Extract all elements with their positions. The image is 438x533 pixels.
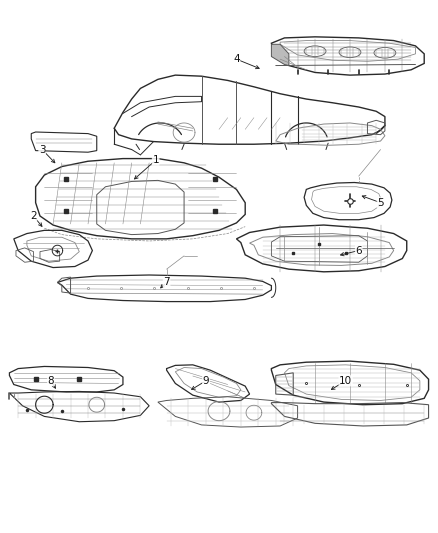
Text: 3: 3: [39, 144, 46, 155]
Text: 6: 6: [355, 246, 362, 255]
Text: 8: 8: [48, 376, 54, 386]
Polygon shape: [272, 44, 289, 66]
Text: 4: 4: [233, 54, 240, 64]
Text: 2: 2: [30, 211, 37, 221]
Text: 5: 5: [377, 198, 384, 208]
Text: 9: 9: [203, 376, 209, 386]
Text: 7: 7: [163, 278, 170, 287]
Text: 1: 1: [152, 155, 159, 165]
Text: 10: 10: [339, 376, 352, 386]
